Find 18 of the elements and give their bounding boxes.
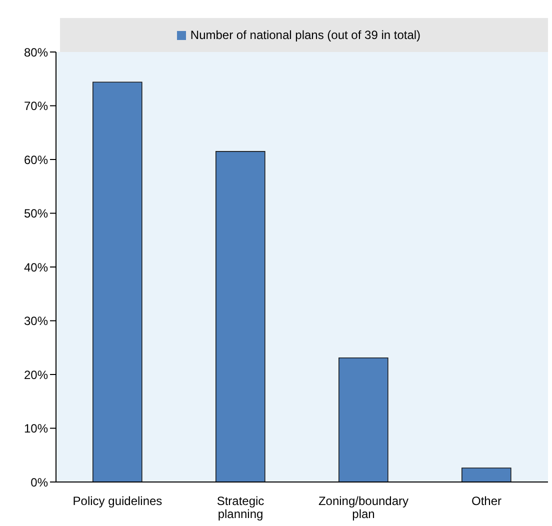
y-tick-label: 20% bbox=[24, 368, 48, 382]
x-tick-label: Other bbox=[471, 494, 502, 508]
y-tick-label: 10% bbox=[24, 422, 48, 436]
y-tick-label: 50% bbox=[24, 206, 48, 221]
y-tick-label: 60% bbox=[24, 152, 48, 167]
bar bbox=[216, 151, 266, 482]
y-tick-label: 80% bbox=[24, 45, 48, 60]
y-tick-label: 30% bbox=[24, 314, 48, 328]
bar bbox=[92, 82, 142, 482]
legend-label: Number of national plans (out of 39 in total) bbox=[190, 28, 421, 42]
bar bbox=[462, 468, 512, 482]
y-tick-label: 0% bbox=[30, 475, 48, 490]
y-tick-label: 70% bbox=[24, 99, 48, 114]
x-tick-label: Policy guidelines bbox=[72, 494, 162, 508]
bar bbox=[338, 357, 388, 482]
x-tick-label: Strategic planning bbox=[216, 494, 264, 521]
x-tick-label: Zoning/boundary plan bbox=[318, 494, 409, 521]
y-tick-label: 40% bbox=[24, 260, 48, 274]
